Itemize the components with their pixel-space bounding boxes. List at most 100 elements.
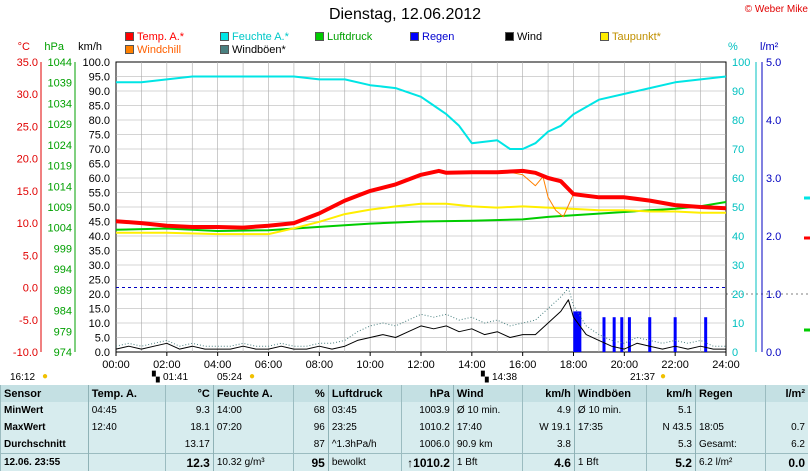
wind-tick-label: 85.0 <box>89 101 110 113</box>
legend-wind: Wind <box>505 31 542 43</box>
pressure-tick-label: 1029 <box>48 119 72 131</box>
humidity-tick-label: 80 <box>732 115 744 127</box>
stats-header-pressure-unit: hPa <box>401 385 454 402</box>
humidity-tick-label: 40 <box>732 231 744 243</box>
series-luftdruck-line <box>115 201 727 232</box>
humidity-tick-label: 30 <box>732 260 744 272</box>
stats-header-humidity-unit: % <box>292 385 329 402</box>
legend-humidity-swatch <box>220 32 229 41</box>
stats-row-avg: Durchschnitt 13.17 87 ^1.3hPa/h 1006.0 90… <box>0 436 808 454</box>
x-tick-label: 22:00 <box>661 359 689 371</box>
wind-tick-label: 40.0 <box>89 231 110 243</box>
strip-time-3: 05:24 <box>217 372 243 383</box>
temp-tick-label: 30.0 <box>17 89 38 101</box>
wind-axis-label: km/h <box>78 41 102 53</box>
wind-tick-label: 55.0 <box>89 188 110 200</box>
temp-tick-label: 10.0 <box>17 218 38 230</box>
x-tick-label: 06:00 <box>255 359 283 371</box>
pressure-tick-label: 974 <box>54 347 72 359</box>
pressure-tick-label: 979 <box>54 326 72 338</box>
humidity-tick-label: 100 <box>732 57 750 69</box>
pressure-tick-label: 1014 <box>48 181 72 193</box>
credit-label: © Weber Mike <box>744 4 808 15</box>
legend-pressure-swatch <box>315 32 324 41</box>
series-feuchte-a-line <box>116 75 727 150</box>
legend-dewpoint-swatch <box>600 32 609 41</box>
wind-tick-label: 15.0 <box>89 304 110 316</box>
humidity-tick-label: 50 <box>732 202 744 214</box>
legend-rain: Regen <box>410 31 454 43</box>
chart-title: Dienstag, 12.06.2012 <box>328 6 482 23</box>
pressure-tick-label: 1044 <box>48 57 72 69</box>
legend-pressure: Luftdruck <box>315 31 372 43</box>
legend-wind-swatch <box>505 32 514 41</box>
temp-tick-label: 25.0 <box>17 121 38 133</box>
stats-header-temp-unit: °C <box>165 385 214 402</box>
x-tick-label: 00:00 <box>102 359 130 371</box>
strip-time-2: 01:41 <box>163 372 189 383</box>
stats-header-rain-unit: l/m² <box>764 385 808 402</box>
x-tick-label: 12:00 <box>407 359 435 371</box>
humidity-tick-label: 10 <box>732 318 744 330</box>
strip-time-4: 14:38 <box>492 372 518 383</box>
legend-windchill: Windchill <box>125 44 181 56</box>
wind-tick-label: 80.0 <box>89 115 110 127</box>
wind-tick-label: 75.0 <box>89 130 110 142</box>
stats-header-wind: Wind <box>452 385 523 402</box>
temp-tick-label: 0.0 <box>23 283 38 295</box>
x-tick-label: 24:00 <box>712 359 740 371</box>
x-tick-label: 16:00 <box>509 359 537 371</box>
pressure-tick-label: 1004 <box>48 223 72 235</box>
stats-header-wind-unit: km/h <box>522 385 575 402</box>
x-tick-label: 10:00 <box>356 359 384 371</box>
wind-tick-label: 60.0 <box>89 173 110 185</box>
pressure-tick-label: 1009 <box>48 202 72 214</box>
legend-humidity: Feuchte A.* <box>220 31 289 43</box>
wind-tick-label: 35.0 <box>89 246 110 258</box>
rain-tick-label: 5.0 <box>766 57 781 69</box>
sun-moon-strip: 16:12 ● ▚ 01:41 05:24 ● ▚ 14:38 21:37 ● <box>0 371 810 383</box>
stats-header-row: Sensor Temp. A. °C Feuchte A. % Luftdruc… <box>0 385 808 402</box>
temp-tick-label: -5.0 <box>19 315 38 327</box>
temp-tick-label: -10.0 <box>13 347 38 359</box>
wind-tick-label: 100.0 <box>82 57 110 69</box>
x-tick-label: 04:00 <box>204 359 232 371</box>
temp-axis-label: °C <box>18 41 30 53</box>
humidity-tick-label: 70 <box>732 144 744 156</box>
stats-header-humidity: Feuchte A. <box>212 385 294 402</box>
wind-tick-label: 95.0 <box>89 72 110 84</box>
wind-tick-label: 70.0 <box>89 144 110 156</box>
x-tick-label: 14:00 <box>458 359 486 371</box>
temp-tick-label: 5.0 <box>23 250 38 262</box>
moonrise-icon: ▚ <box>152 372 160 383</box>
wind-tick-label: 0.0 <box>95 347 110 359</box>
x-tick-label: 08:00 <box>306 359 334 371</box>
stats-header-sensor: Sensor <box>0 385 89 402</box>
stats-header-pressure: Luftdruck <box>327 385 402 402</box>
weather-chart: 00:00 02:00 04:00 06:00 08:00 10:00 12:00 14:00… <box>13 41 810 371</box>
legend-windchill-swatch <box>125 45 134 54</box>
series-windchill-line <box>509 171 574 218</box>
humidity-tick-label: 90 <box>732 86 744 98</box>
stats-header-gusts-unit: km/h <box>645 385 696 402</box>
legend-gusts: Windböen* <box>220 44 286 56</box>
stats-row-max: MaxWert 12:40 18.1 07:20 96 23:25 1010.2 17… <box>0 419 808 436</box>
pressure-tick-label: 994 <box>54 264 72 276</box>
rain-tick-label: 0.0 <box>766 347 781 359</box>
legend-dewpoint: Taupunkt* <box>600 31 661 43</box>
wind-tick-label: 50.0 <box>89 202 110 214</box>
strip-time-5: 21:37 <box>630 372 656 383</box>
stats-header-rain: Regen <box>694 385 766 402</box>
stats-header-temp: Temp. A. <box>87 385 166 402</box>
series-wind-line <box>115 299 726 350</box>
temp-tick-label: 35.0 <box>17 57 38 69</box>
pressure-tick-label: 999 <box>54 243 72 255</box>
legend-gusts-swatch <box>220 45 229 54</box>
sunset-icon: ● <box>660 371 667 382</box>
humidity-tick-label: 20 <box>732 289 744 301</box>
wind-tick-label: 30.0 <box>89 260 110 272</box>
legend-temp: Temp. A.* <box>125 31 184 43</box>
pressure-axis-label: hPa <box>44 41 64 53</box>
wind-tick-label: 90.0 <box>89 86 110 98</box>
pressure-tick-label: 989 <box>54 285 72 297</box>
